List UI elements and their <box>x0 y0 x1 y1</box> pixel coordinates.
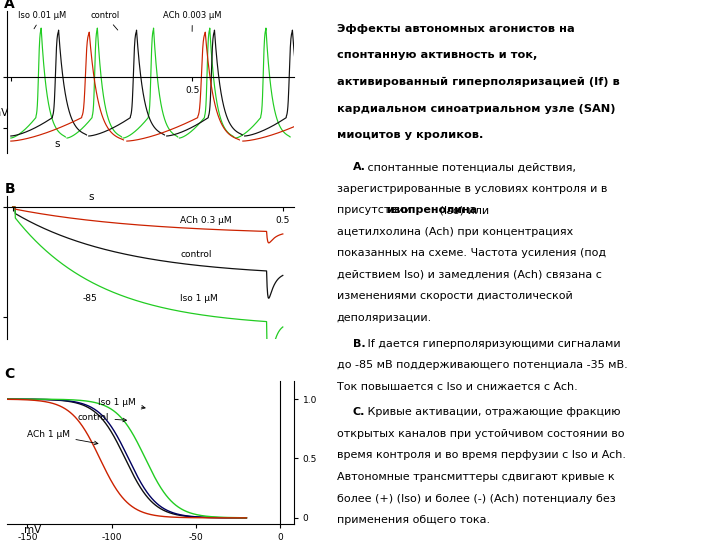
Text: применения общего тока.: применения общего тока. <box>337 515 490 525</box>
Text: (Iso) или: (Iso) или <box>436 205 490 215</box>
Text: Ток повышается с Iso и снижается с Ach.: Ток повышается с Iso и снижается с Ach. <box>337 382 577 392</box>
Text: открытых каналов при устойчивом состоянии во: открытых каналов при устойчивом состояни… <box>337 429 624 439</box>
Text: ацетилхолина (Ach) при концентрациях: ацетилхолина (Ach) при концентрациях <box>337 227 573 237</box>
Text: Iso 0.01 μM: Iso 0.01 μM <box>18 11 66 29</box>
Text: control: control <box>180 251 212 259</box>
Text: показанных на схеме. Частота усиления (под: показанных на схеме. Частота усиления (п… <box>337 248 606 258</box>
Text: до -85 мВ поддерживающего потенциала -35 мВ.: до -85 мВ поддерживающего потенциала -35… <box>337 360 627 370</box>
Text: изопренолина: изопренолина <box>387 205 477 215</box>
Text: миоцитов у кроликов.: миоцитов у кроликов. <box>337 130 483 140</box>
Text: mV: mV <box>0 107 8 118</box>
Text: control: control <box>78 414 127 422</box>
Text: Iso 1 μM: Iso 1 μM <box>180 294 218 303</box>
Text: C: C <box>4 367 14 381</box>
Text: Эффекты автономных агонистов на: Эффекты автономных агонистов на <box>337 24 575 33</box>
Text: mV: mV <box>24 525 41 535</box>
Text: s: s <box>89 192 94 202</box>
Text: спонтанную активность и ток,: спонтанную активность и ток, <box>337 50 537 60</box>
Text: более (+) (Iso) и более (-) (Ach) потенциалу без: более (+) (Iso) и более (-) (Ach) потенц… <box>337 494 616 503</box>
Text: B.: B. <box>353 339 365 349</box>
Text: кардиальном синоатриальном узле (SAN): кардиальном синоатриальном узле (SAN) <box>337 104 615 113</box>
Text: ACh 0.003 μM: ACh 0.003 μM <box>163 11 222 31</box>
Text: -85: -85 <box>83 294 98 303</box>
Text: А.: А. <box>353 162 366 172</box>
Text: Кривые активации, отражающие фракцию: Кривые активации, отражающие фракцию <box>364 407 620 417</box>
Text: Iso 1 μM: Iso 1 μM <box>98 398 145 409</box>
Text: If дается гиперполяризующими сигналами: If дается гиперполяризующими сигналами <box>364 339 620 349</box>
Text: ACh 1 μM: ACh 1 μM <box>27 430 98 445</box>
Text: control: control <box>91 11 120 30</box>
Text: деполяризации.: деполяризации. <box>337 313 432 323</box>
Text: C.: C. <box>353 407 365 417</box>
Text: ACh 0.3 μM: ACh 0.3 μM <box>180 217 232 226</box>
Text: действием Iso) и замедления (Ach) связана с: действием Iso) и замедления (Ach) связан… <box>337 270 602 280</box>
Text: s: s <box>54 139 60 149</box>
Text: A: A <box>4 0 15 11</box>
Text: зарегистрированные в условиях контроля и в: зарегистрированные в условиях контроля и… <box>337 184 607 194</box>
Text: спонтанные потенциалы действия,: спонтанные потенциалы действия, <box>364 162 575 172</box>
Text: активированный гиперполяризацией (If) в: активированный гиперполяризацией (If) в <box>337 77 619 87</box>
Text: время контроля и во время перфузии с Iso и Ach.: время контроля и во время перфузии с Iso… <box>337 450 626 461</box>
Text: изменениями скорости диастолической: изменениями скорости диастолической <box>337 292 572 301</box>
Text: Автономные трансмиттеры сдвигают кривые к: Автономные трансмиттеры сдвигают кривые … <box>337 472 614 482</box>
Text: присутствии: присутствии <box>337 205 415 215</box>
Text: B: B <box>4 182 15 196</box>
